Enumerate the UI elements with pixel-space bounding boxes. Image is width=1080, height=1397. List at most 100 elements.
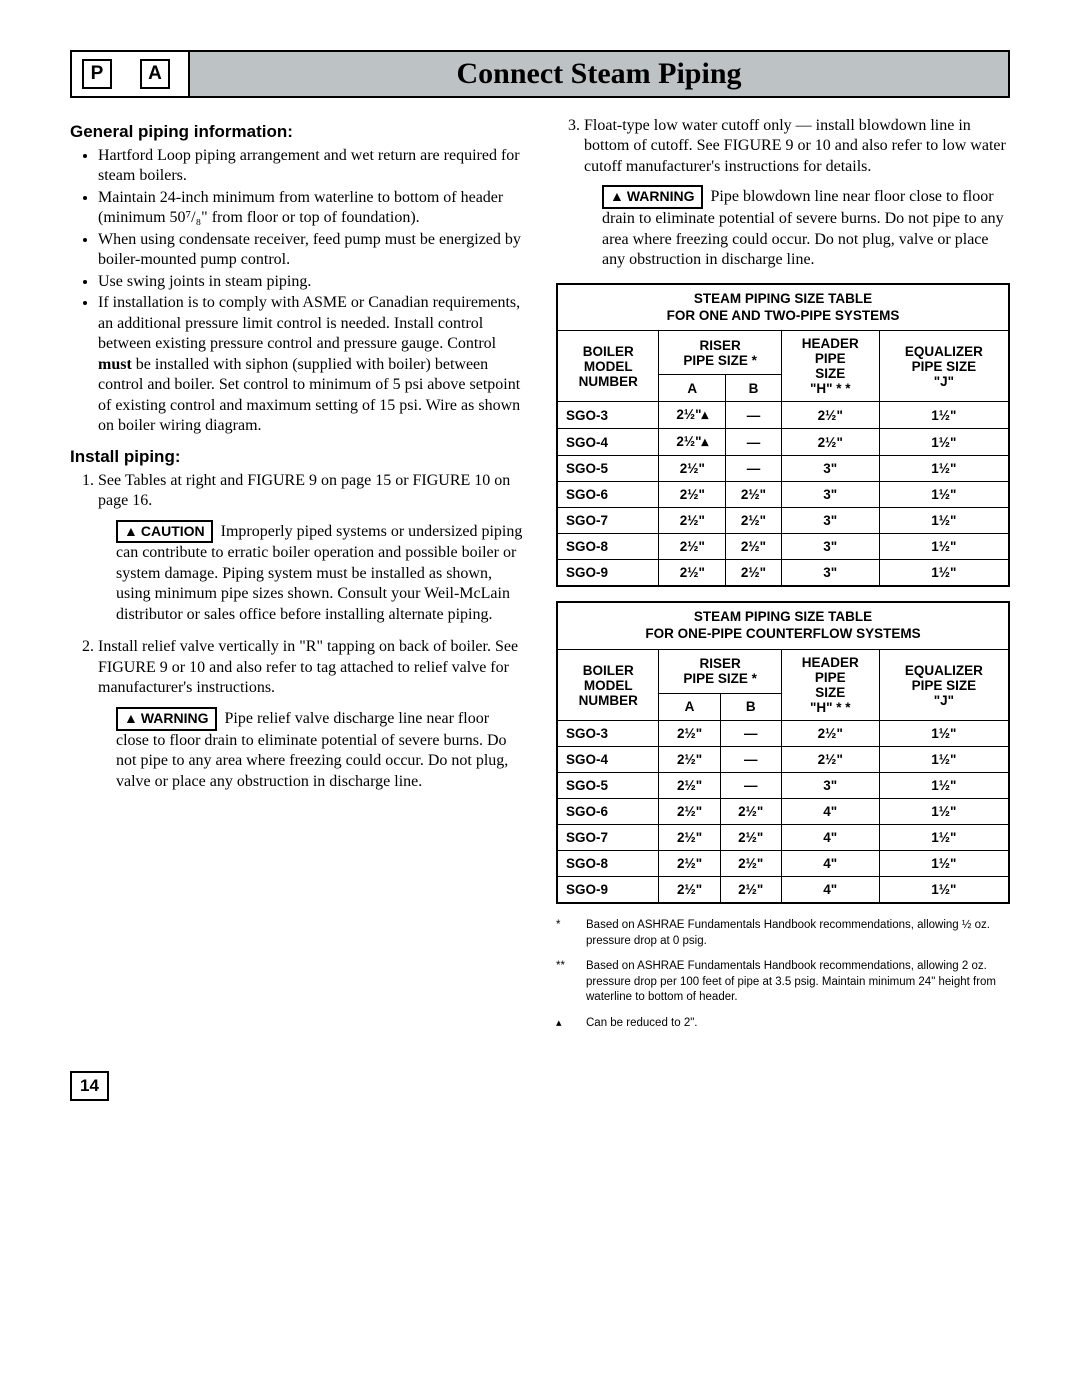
warning-triangle-icon: ▲ <box>610 188 624 206</box>
step-2: Install relief valve vertically in "R" t… <box>98 637 524 792</box>
table-2-body: SGO-3 2½" — 2½" 1½" SGO-4 2½" — 2½" 1½" … <box>557 721 1009 904</box>
warning-callout-2: ▲WARNING Pipe blowdown line near floor c… <box>602 185 1010 270</box>
cell-a: 2½" <box>659 747 720 773</box>
cell-model: SGO-8 <box>557 851 659 877</box>
warning-label: ▲WARNING <box>116 707 217 731</box>
cell-h: 2½" <box>781 429 879 456</box>
cell-model: SGO-7 <box>557 508 659 534</box>
hdr-model: BOILERMODELNUMBER <box>557 650 659 721</box>
hdr-b: B <box>726 374 782 402</box>
cell-j: 1½" <box>879 721 1009 747</box>
bullet-item: Hartford Loop piping arrangement and wet… <box>98 146 524 187</box>
cell-b: — <box>726 402 782 429</box>
bullet-item: Use swing joints in steam piping. <box>98 272 524 292</box>
table-row: SGO-3 2½" — 2½" 1½" <box>557 721 1009 747</box>
step-1: See Tables at right and FIGURE 9 on page… <box>98 471 524 626</box>
table-row: SGO-8 2½" 2½" 4" 1½" <box>557 851 1009 877</box>
footnote-mark: ** <box>556 959 572 1006</box>
cell-j: 1½" <box>879 851 1009 877</box>
cell-b: — <box>720 721 781 747</box>
cell-a: 2½" <box>659 851 720 877</box>
footnote-mark-triangle-icon: ▴ <box>556 1016 572 1032</box>
cell-b: 2½" <box>726 482 782 508</box>
footnote-text: Based on ASHRAE Fundamentals Handbook re… <box>586 918 1010 949</box>
cell-h: 4" <box>781 799 879 825</box>
cell-h: 3" <box>781 534 879 560</box>
cell-a: 2½" <box>659 482 726 508</box>
table-1-body: SGO-3 2½"▴ — 2½" 1½" SGO-4 2½"▴ — 2½" 1½… <box>557 402 1009 587</box>
footnote-text: Can be reduced to 2". <box>586 1016 698 1032</box>
cell-j: 1½" <box>879 429 1009 456</box>
warning-triangle-icon: ▲ <box>124 523 138 541</box>
cell-model: SGO-6 <box>557 482 659 508</box>
page-title: Connect Steam Piping <box>188 52 1008 96</box>
steam-piping-table-1: STEAM PIPING SIZE TABLEFOR ONE AND TWO-P… <box>556 283 1010 588</box>
right-column: Float-type low water cutoff only — insta… <box>556 116 1010 1041</box>
cell-model: SGO-6 <box>557 799 659 825</box>
cell-b: 2½" <box>726 560 782 587</box>
cell-j: 1½" <box>879 534 1009 560</box>
cell-b: 2½" <box>720 825 781 851</box>
caution-label: ▲CAUTION <box>116 520 213 544</box>
cell-b: 2½" <box>726 508 782 534</box>
install-steps-cont: Float-type low water cutoff only — insta… <box>556 116 1010 271</box>
step-3: Float-type low water cutoff only — insta… <box>584 116 1010 271</box>
cell-h: 3" <box>781 773 879 799</box>
cell-model: SGO-9 <box>557 877 659 904</box>
cell-model: SGO-9 <box>557 560 659 587</box>
cell-model: SGO-3 <box>557 721 659 747</box>
cell-b: — <box>726 456 782 482</box>
cell-j: 1½" <box>879 482 1009 508</box>
cell-model: SGO-7 <box>557 825 659 851</box>
cell-h: 3" <box>781 560 879 587</box>
page-number: 14 <box>70 1071 109 1101</box>
step-3-text: Float-type low water cutoff only — insta… <box>584 117 1006 175</box>
cell-model: SGO-8 <box>557 534 659 560</box>
cell-j: 1½" <box>879 560 1009 587</box>
table-row: SGO-9 2½" 2½" 3" 1½" <box>557 560 1009 587</box>
cell-h: 4" <box>781 877 879 904</box>
cell-h: 2½" <box>781 402 879 429</box>
table-1-title: STEAM PIPING SIZE TABLEFOR ONE AND TWO-P… <box>557 284 1009 331</box>
table-1-wrap: STEAM PIPING SIZE TABLEFOR ONE AND TWO-P… <box>556 283 1010 588</box>
cell-h: 3" <box>781 456 879 482</box>
cell-h: 2½" <box>781 721 879 747</box>
steam-piping-table-2: STEAM PIPING SIZE TABLEFOR ONE-PIPE COUN… <box>556 601 1010 904</box>
cell-j: 1½" <box>879 456 1009 482</box>
table-2-wrap: STEAM PIPING SIZE TABLEFOR ONE-PIPE COUN… <box>556 601 1010 904</box>
footnote-1: * Based on ASHRAE Fundamentals Handbook … <box>556 918 1010 949</box>
heading-install: Install piping: <box>70 447 524 467</box>
footnote-3: ▴ Can be reduced to 2". <box>556 1016 1010 1032</box>
cell-a: 2½" <box>659 773 720 799</box>
table-row: SGO-4 2½" — 2½" 1½" <box>557 747 1009 773</box>
step-1-text: See Tables at right and FIGURE 9 on page… <box>98 472 510 509</box>
cell-a: 2½" <box>659 508 726 534</box>
table-row: SGO-7 2½" 2½" 4" 1½" <box>557 825 1009 851</box>
hdr-model: BOILERMODELNUMBER <box>557 331 659 402</box>
page-header: P A Connect Steam Piping <box>70 50 1010 98</box>
heading-general: General piping information: <box>70 122 524 142</box>
footnotes: * Based on ASHRAE Fundamentals Handbook … <box>556 918 1010 1031</box>
cell-model: SGO-5 <box>557 773 659 799</box>
cell-h: 3" <box>781 508 879 534</box>
cell-h: 4" <box>781 825 879 851</box>
cell-j: 1½" <box>879 773 1009 799</box>
cell-b: — <box>726 429 782 456</box>
install-steps: See Tables at right and FIGURE 9 on page… <box>70 471 524 792</box>
icon-a: A <box>140 59 170 89</box>
hdr-riser: RISERPIPE SIZE * <box>659 331 781 374</box>
cell-j: 1½" <box>879 825 1009 851</box>
cell-model: SGO-3 <box>557 402 659 429</box>
cell-a: 2½" <box>659 877 720 904</box>
hdr-a: A <box>659 693 720 721</box>
cell-h: 3" <box>781 482 879 508</box>
hdr-equalizer: EQUALIZERPIPE SIZE"J" <box>879 331 1009 402</box>
bullet-item: Maintain 24-inch minimum from waterline … <box>98 188 524 229</box>
cell-b: 2½" <box>726 534 782 560</box>
cell-model: SGO-4 <box>557 429 659 456</box>
left-column: General piping information: Hartford Loo… <box>70 116 524 1041</box>
bullet-item: When using condensate receiver, feed pum… <box>98 230 524 271</box>
footnote-2: ** Based on ASHRAE Fundamentals Handbook… <box>556 959 1010 1006</box>
caution-callout: ▲CAUTION Improperly piped systems or und… <box>116 520 524 626</box>
cell-b: 2½" <box>720 877 781 904</box>
